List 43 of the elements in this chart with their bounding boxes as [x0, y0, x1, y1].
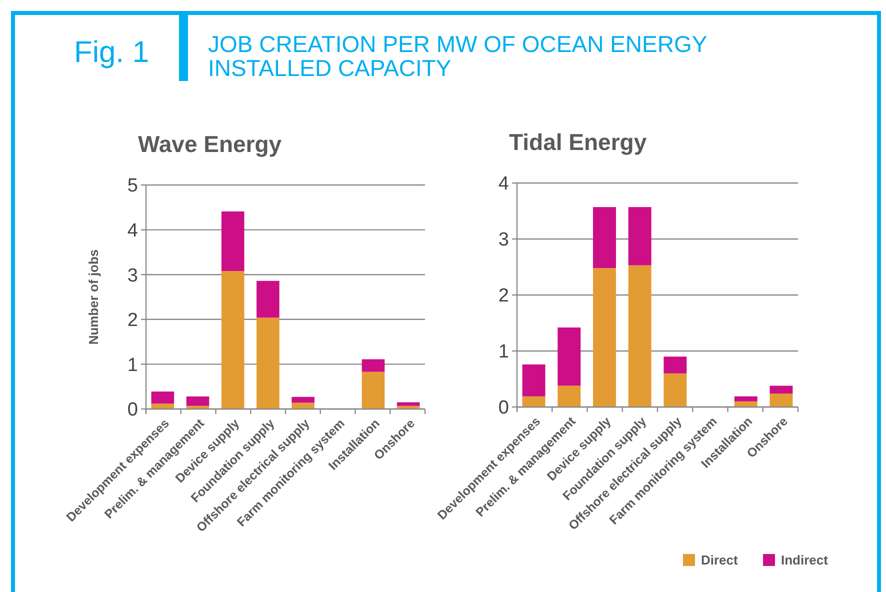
bar [256, 318, 280, 409]
y-tick-label: 2 [498, 286, 509, 307]
y-tick-label: 4 [498, 174, 510, 195]
chart-title: Wave Energy [138, 131, 282, 157]
bar [362, 372, 385, 409]
bar [628, 265, 652, 407]
bar [292, 402, 314, 409]
y-tick-label: 3 [127, 265, 138, 286]
legend-label: Indirect [781, 552, 829, 568]
bar [292, 396, 314, 403]
bar [734, 396, 758, 402]
bar [592, 268, 616, 407]
y-tick-label: 0 [127, 400, 138, 421]
bar [186, 396, 210, 406]
bar [151, 392, 174, 404]
bar [558, 327, 581, 386]
y-tick-label: 1 [498, 342, 509, 363]
y-axis-title: Number of jobs [86, 249, 101, 345]
y-tick-label: 1 [127, 354, 138, 376]
bar [221, 211, 244, 272]
y-tick-label: 5 [127, 176, 138, 197]
text: JOB CREATION PER MW OF OCEAN ENERGY INSTALLED CAPACITY [208, 31, 708, 81]
chart-title: Tidal Energy [509, 129, 647, 155]
bar [362, 359, 385, 372]
legend-label: Direct [701, 552, 739, 568]
bar [664, 373, 687, 407]
bar [628, 207, 652, 266]
bar [558, 386, 581, 407]
bar [221, 271, 244, 409]
bar [592, 207, 616, 268]
bar [151, 404, 174, 409]
y-tick-label: 3 [498, 230, 509, 251]
caption: Fig. 1 [74, 36, 150, 69]
bar [522, 364, 546, 396]
bar [770, 386, 793, 394]
bar [664, 356, 687, 374]
bar [770, 394, 793, 407]
bar [256, 280, 280, 318]
y-tick-label: 0 [498, 398, 509, 419]
y-tick-label: 2 [127, 310, 138, 332]
y-tick-label: 4 [127, 220, 138, 242]
bar [396, 402, 420, 406]
bar [522, 396, 546, 407]
